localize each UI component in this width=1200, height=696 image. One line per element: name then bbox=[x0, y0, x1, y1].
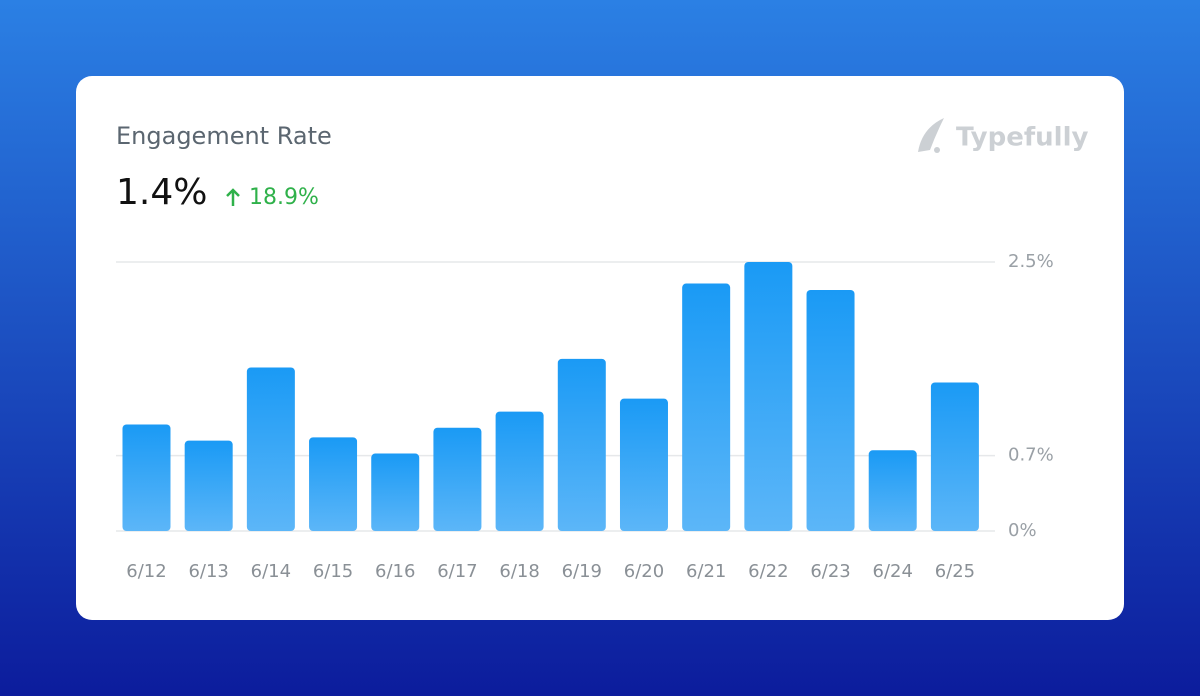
bar bbox=[433, 427, 482, 531]
bar bbox=[495, 411, 544, 531]
x-tick-label: 6/23 bbox=[810, 561, 850, 582]
x-tick-label: 6/14 bbox=[251, 561, 291, 582]
x-tick-label: 6/20 bbox=[624, 561, 664, 582]
bar bbox=[682, 283, 731, 531]
x-tick-label: 6/17 bbox=[437, 561, 477, 582]
bar bbox=[122, 424, 171, 531]
up-arrow bbox=[226, 188, 240, 206]
x-tick-label: 6/24 bbox=[873, 561, 913, 582]
bar bbox=[246, 367, 295, 531]
x-tick-label: 6/21 bbox=[686, 561, 726, 582]
x-tick-label: 6/19 bbox=[562, 561, 602, 582]
change-value: 18.9% bbox=[249, 185, 319, 210]
bar bbox=[619, 398, 668, 531]
y-tick-label: 0.7% bbox=[1008, 445, 1054, 466]
bar bbox=[309, 437, 358, 531]
y-tick-label: 0% bbox=[1008, 520, 1037, 541]
brand: Typefully bbox=[956, 123, 1088, 153]
x-tick-label: 6/25 bbox=[935, 561, 975, 582]
card bbox=[76, 76, 1124, 620]
bar bbox=[184, 440, 233, 531]
x-tick-label: 6/13 bbox=[188, 561, 228, 582]
bar bbox=[930, 382, 979, 531]
x-tick-label: 6/22 bbox=[748, 561, 788, 582]
bar bbox=[806, 289, 855, 531]
bar bbox=[868, 450, 917, 531]
bar bbox=[557, 358, 606, 531]
bar bbox=[371, 453, 420, 531]
y-tick-label: 2.5% bbox=[1008, 251, 1054, 272]
x-tick-label: 6/16 bbox=[375, 561, 415, 582]
x-tick-label: 6/15 bbox=[313, 561, 353, 582]
metric-value: 1.4% bbox=[116, 172, 207, 213]
bar bbox=[744, 262, 793, 531]
x-tick-label: 6/18 bbox=[499, 561, 539, 582]
x-tick-label: 6/12 bbox=[126, 561, 166, 582]
brand-logo bbox=[918, 118, 944, 153]
chart-title: Engagement Rate bbox=[116, 122, 332, 150]
